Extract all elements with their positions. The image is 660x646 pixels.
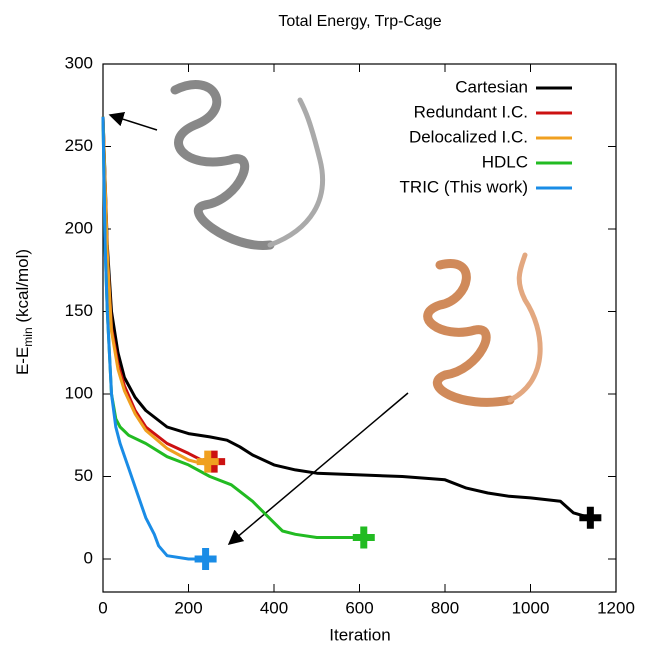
y-tick-label: 100: [65, 383, 93, 402]
end-marker: [194, 548, 217, 570]
y-tick-label: 50: [74, 466, 93, 485]
end-marker: [352, 526, 375, 549]
annotation-arrow: [108, 111, 158, 131]
x-tick-label: 1000: [512, 598, 550, 617]
x-tick-label: 200: [174, 598, 202, 617]
y-label-sub: min: [21, 327, 35, 346]
y-tick-label: 300: [65, 53, 93, 72]
y-label-unit: (kcal/mol): [13, 249, 32, 327]
legend-label: HDLC: [482, 152, 528, 171]
x-tick-label: 1200: [597, 598, 635, 617]
legend-label: Cartesian: [455, 77, 528, 96]
series-line: [101, 116, 591, 520]
protein-gray: [170, 80, 326, 250]
x-tick-label: 0: [98, 598, 107, 617]
x-axis-label: Iteration: [329, 625, 390, 644]
x-tick-label: 600: [345, 598, 373, 617]
y-tick-label: 150: [65, 301, 93, 320]
y-label-main: E-E: [13, 347, 32, 375]
series-line: [101, 116, 209, 465]
series-line: [101, 116, 206, 561]
y-tick-label: 250: [65, 136, 93, 155]
legend-label: Redundant I.C.: [414, 102, 528, 121]
end-marker: [579, 506, 602, 529]
annotation-arrow: [227, 392, 409, 545]
x-tick-label: 400: [260, 598, 288, 617]
end-marker: [196, 450, 219, 473]
y-tick-label: 0: [84, 548, 93, 567]
y-tick-label: 200: [65, 218, 93, 237]
protein-orange: [423, 252, 543, 407]
x-tick-label: 800: [431, 598, 459, 617]
series-line: [101, 116, 215, 464]
legend-label: TRIC (This work): [400, 177, 528, 196]
y-axis-label: E-Emin (kcal/mol): [13, 249, 35, 375]
legend-label: Delocalized I.C.: [409, 127, 528, 146]
chart-title: Total Energy, Trp-Cage: [278, 13, 441, 30]
